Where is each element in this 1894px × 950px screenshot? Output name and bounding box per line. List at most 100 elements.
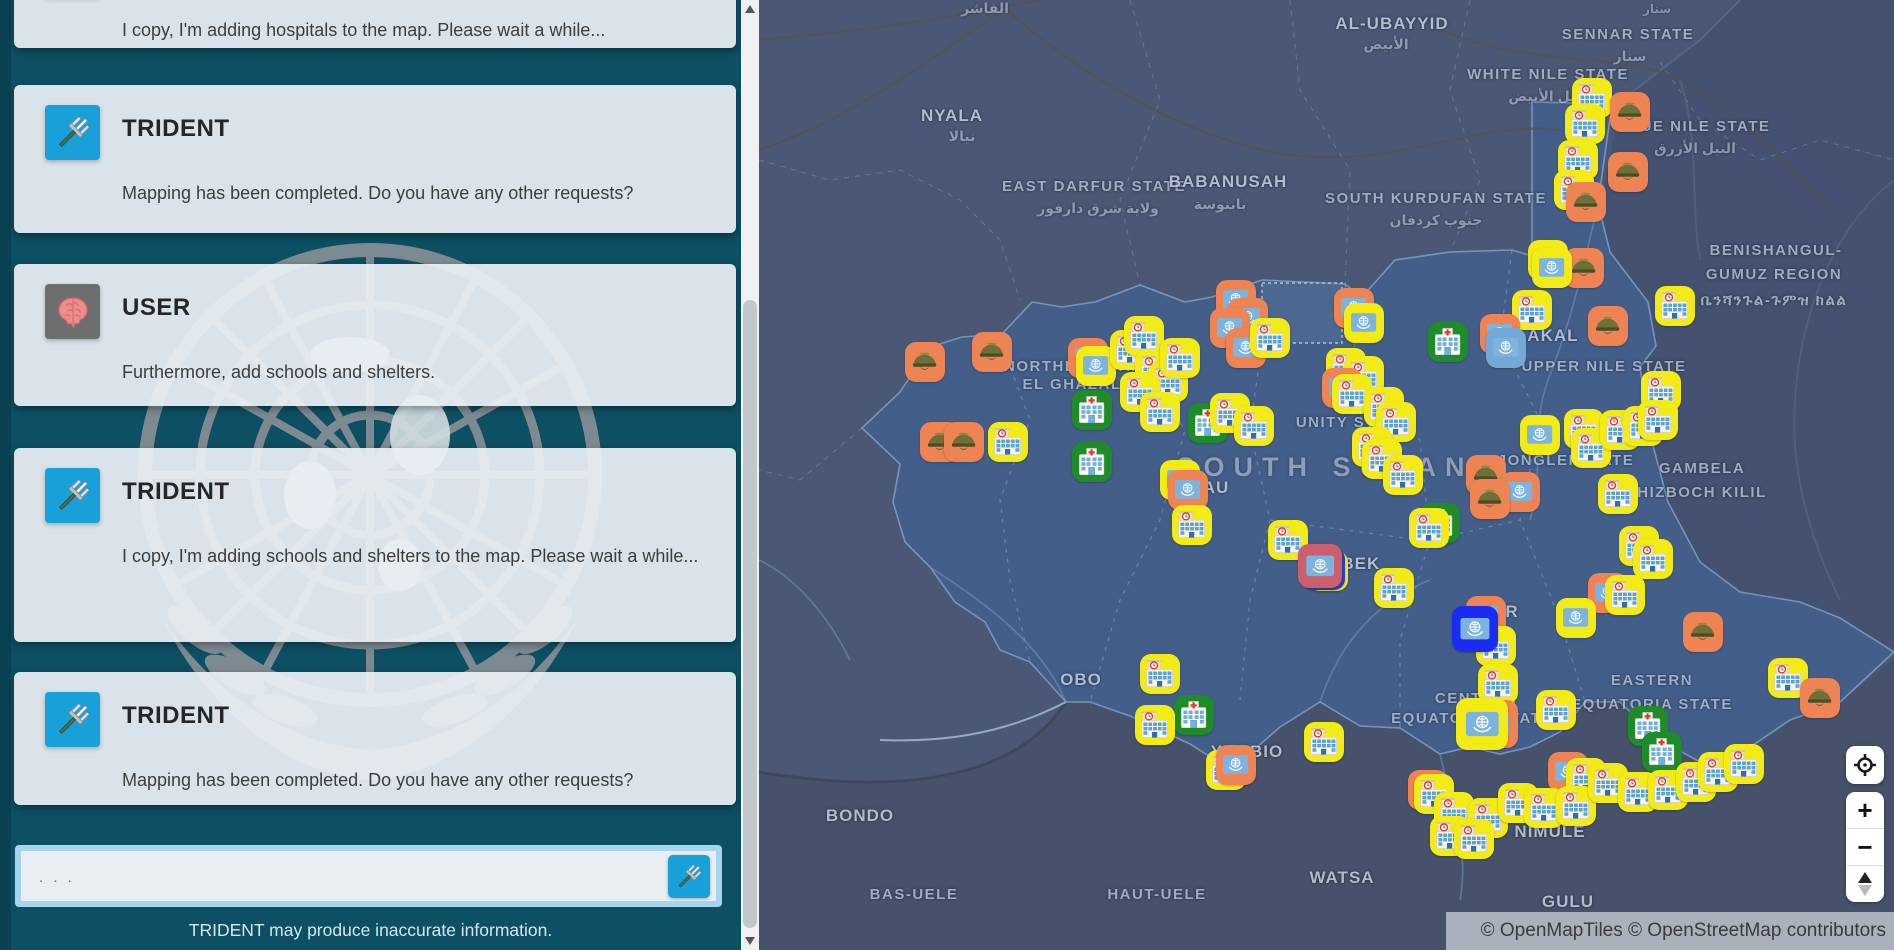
school-marker[interactable] (1383, 455, 1423, 495)
scroll-up-arrow-icon[interactable] (745, 5, 755, 13)
school-marker[interactable] (1512, 290, 1552, 330)
un-yellow-marker[interactable] (1456, 698, 1508, 750)
region-ethiopia (1600, 0, 1894, 652)
school-marker[interactable] (1536, 690, 1576, 730)
map-label: ولاية شرق دارفور (1037, 200, 1159, 216)
map-label: BENISHANGUL- (1709, 242, 1843, 259)
un-flag-icon (1507, 482, 1533, 502)
trident-icon (678, 863, 702, 888)
hospital-marker[interactable] (1628, 706, 1668, 746)
map-label: ቤንሻንጉል-ጉምዝ ክልል (1700, 292, 1848, 309)
military-helmet-icon (1478, 490, 1502, 508)
chat-sidebar: TRIDENT I copy, I'm adding hospitals to t… (0, 0, 741, 950)
school-icon (1146, 398, 1174, 426)
map-label: GUMUZ REGION (1705, 266, 1843, 283)
school-icon (1141, 711, 1169, 739)
un-selected-marker[interactable] (1452, 606, 1498, 652)
zoom-out-button[interactable]: − (1846, 828, 1884, 865)
un-yellow-marker[interactable] (1532, 248, 1572, 288)
hospital-marker[interactable] (1072, 390, 1112, 430)
school-icon (1604, 480, 1632, 508)
shelter-marker[interactable] (1610, 92, 1650, 132)
military-helmet-icon (1616, 163, 1640, 181)
school-marker[interactable] (1638, 400, 1678, 440)
school-marker[interactable] (1724, 744, 1764, 784)
school-marker[interactable] (1655, 286, 1695, 326)
un-blue-marker[interactable] (1486, 328, 1526, 368)
un-orange-marker[interactable] (1168, 470, 1208, 510)
hospital-marker[interactable] (1428, 322, 1468, 362)
school-marker[interactable] (1374, 568, 1414, 608)
shelter-marker[interactable] (972, 332, 1012, 372)
message-text: Furthermore, add schools and shelters. (122, 362, 436, 382)
military-helmet-icon (1572, 259, 1596, 277)
shelter-marker[interactable] (1470, 479, 1510, 519)
zoom-in-button[interactable]: + (1857, 794, 1873, 825)
shelter-marker[interactable] (905, 342, 945, 382)
school-marker[interactable] (1556, 786, 1596, 826)
school-marker[interactable] (1140, 654, 1180, 694)
un-yellow-marker[interactable] (1520, 415, 1560, 455)
scroll-down-arrow-icon[interactable] (745, 937, 755, 945)
school-marker[interactable] (1160, 338, 1200, 378)
shelter-marker[interactable] (1566, 182, 1606, 222)
school-marker[interactable] (1304, 722, 1344, 762)
un-red-marker[interactable] (1298, 544, 1342, 588)
hospital-marker[interactable] (1174, 695, 1214, 735)
school-marker[interactable] (1565, 104, 1605, 144)
school-marker[interactable] (1332, 374, 1372, 414)
locate-button[interactable] (1846, 746, 1884, 784)
school-marker[interactable] (1633, 539, 1673, 579)
school-marker[interactable] (1140, 392, 1180, 432)
shelter-marker[interactable] (1800, 678, 1840, 718)
south-arrow-icon (1858, 885, 1872, 896)
trident-avatar (45, 105, 100, 160)
message-author: TRIDENT (122, 702, 230, 729)
un-orange-marker[interactable] (1216, 745, 1256, 785)
school-icon (1178, 511, 1206, 539)
school-icon (1639, 545, 1667, 573)
military-helmet-icon (1808, 689, 1832, 707)
school-marker[interactable] (1498, 783, 1538, 823)
military-helmet-icon (952, 433, 976, 451)
chat-input[interactable] (21, 851, 681, 903)
school-marker[interactable] (1234, 406, 1274, 446)
hospital-marker[interactable] (1642, 732, 1682, 772)
school-marker[interactable] (1409, 508, 1449, 548)
map-label: بابنوسة (1193, 196, 1247, 212)
shelter-marker[interactable] (1588, 306, 1628, 346)
sidebar-scrollbar[interactable] (741, 0, 759, 950)
school-icon (1530, 794, 1558, 822)
school-icon (1644, 406, 1672, 434)
school-marker[interactable] (1598, 474, 1638, 514)
school-marker[interactable] (1250, 318, 1290, 358)
un-yellow-marker[interactable] (1556, 598, 1596, 638)
school-marker[interactable] (988, 422, 1028, 462)
school-marker[interactable] (1478, 664, 1518, 704)
un-yellow-marker[interactable] (1344, 303, 1384, 343)
compass-button[interactable] (1846, 865, 1884, 902)
school-marker[interactable] (1124, 316, 1164, 356)
map-label: سنار (1642, 2, 1672, 16)
send-button[interactable] (668, 855, 710, 898)
school-icon (1460, 825, 1488, 853)
hospital-marker[interactable] (1072, 442, 1112, 482)
school-icon (1774, 664, 1802, 692)
map-label: NYALA (921, 106, 983, 125)
school-marker[interactable] (1135, 705, 1175, 745)
un-yellow-marker[interactable] (1076, 346, 1116, 386)
school-marker[interactable] (1605, 575, 1645, 615)
school-icon (1256, 324, 1284, 352)
school-icon (1611, 581, 1639, 609)
shelter-marker[interactable] (944, 422, 984, 462)
shelter-marker[interactable] (1608, 152, 1648, 192)
map-label: BABANUSAH (1168, 172, 1288, 191)
school-marker[interactable] (1768, 658, 1808, 698)
shelter-marker[interactable] (1683, 612, 1723, 652)
message-author: TRIDENT (122, 478, 230, 505)
scrollbar-thumb[interactable] (743, 300, 757, 928)
school-marker[interactable] (1172, 505, 1212, 545)
school-marker[interactable] (1268, 520, 1308, 560)
school-marker[interactable] (1454, 819, 1494, 859)
